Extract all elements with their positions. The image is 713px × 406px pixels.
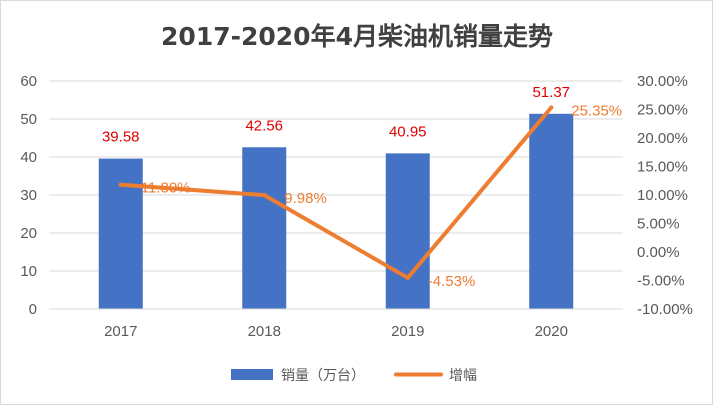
- left-axis-tick-label: 50: [20, 111, 37, 128]
- bar: [385, 153, 430, 309]
- right-axis-tick-label: 25.00%: [637, 102, 688, 119]
- right-axis-ticks: -10.00% -5.00% 0.00% 5.00% 10.00% 15.00% 20.00…: [637, 73, 693, 318]
- legend-label-bar: 销量（万台）: [281, 368, 365, 384]
- bar: [98, 158, 143, 309]
- x-axis-tick-label: 2020: [535, 323, 568, 340]
- bar-value-label: 51.37: [532, 84, 570, 101]
- x-axis-tick-label: 2018: [248, 323, 281, 340]
- chart-title: 2017-2020年4月柴油机销量走势: [161, 22, 553, 51]
- line-path: [118, 105, 554, 280]
- legend-swatch-bar: [231, 369, 273, 380]
- left-axis-ticks: 0 10 20 30 40 50 60: [20, 73, 37, 318]
- legend-label-line: 增幅: [449, 368, 477, 384]
- line-point: [118, 182, 123, 187]
- left-axis-tick-label: 10: [20, 263, 37, 280]
- right-axis-tick-label: 20.00%: [637, 130, 688, 147]
- left-axis-tick-label: 20: [20, 225, 37, 242]
- line-value-label: -4.53%: [428, 273, 476, 290]
- bar: [529, 113, 574, 309]
- left-axis-tick-label: 60: [20, 73, 37, 90]
- right-axis-tick-label: -5.00%: [637, 273, 685, 290]
- line-value-label: 9.98%: [284, 190, 327, 207]
- right-axis-tick-label: 30.00%: [637, 73, 688, 90]
- x-axis-tick-label: 2019: [391, 323, 424, 340]
- right-axis-tick-label: -10.00%: [637, 301, 693, 318]
- left-axis-tick-label: 40: [20, 149, 37, 166]
- line-series: [118, 105, 554, 280]
- bar-series: [98, 113, 574, 309]
- left-axis-tick-label: 30: [20, 187, 37, 204]
- data-labels: 39.58 42.56 40.95 51.37 11.80% 9.98% -4.53% 25.…: [102, 84, 622, 290]
- right-axis-tick-label: 5.00%: [637, 216, 680, 233]
- bar-value-label: 42.56: [245, 117, 283, 134]
- bar: [242, 147, 287, 309]
- right-axis-tick-label: 10.00%: [637, 187, 688, 204]
- x-axis-tick-label: 2017: [104, 323, 137, 340]
- line-value-label: 11.80%: [141, 180, 191, 197]
- grid-lines: [49, 80, 623, 310]
- line-point: [405, 275, 410, 280]
- left-axis-tick-label: 0: [29, 301, 37, 318]
- bar-value-label: 39.58: [102, 129, 140, 146]
- right-axis-tick-label: 0.00%: [637, 244, 680, 261]
- legend: 销量（万台） 增幅: [231, 368, 477, 384]
- line-value-label: 25.35%: [571, 103, 622, 120]
- x-axis-ticks: 2017 2018 2019 2020: [49, 308, 623, 340]
- bar-value-label: 40.95: [389, 123, 427, 140]
- line-point: [549, 105, 554, 110]
- right-axis-tick-label: 15.00%: [637, 159, 688, 176]
- line-point: [262, 193, 267, 198]
